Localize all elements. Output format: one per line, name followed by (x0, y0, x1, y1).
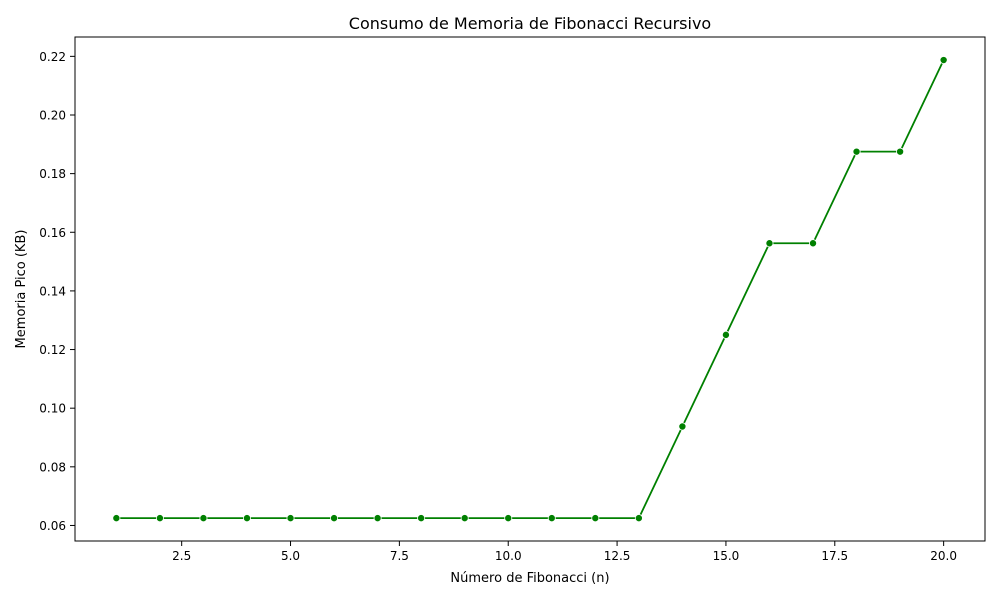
y-tick-label: 0.20 (39, 108, 66, 122)
x-axis-label: Número de Fibonacci (n) (450, 571, 609, 586)
x-axis: 2.5 5.0 7.5 10.0 12.5 15.0 17.5 20.0 (172, 541, 957, 563)
data-point (634, 514, 643, 523)
y-tick-label: 0.22 (39, 50, 66, 64)
data-point (286, 514, 295, 523)
y-tick-label: 0.08 (39, 460, 66, 474)
data-point (939, 56, 948, 65)
data-point (373, 514, 382, 523)
data-point (721, 330, 730, 339)
data-point (852, 147, 861, 156)
plot-area (112, 56, 948, 523)
x-tick-label: 7.5 (390, 549, 409, 563)
y-tick-label: 0.06 (39, 519, 66, 533)
y-tick-label: 0.18 (39, 167, 66, 181)
x-tick-label: 10.0 (495, 549, 522, 563)
data-point (460, 514, 469, 523)
data-point (678, 422, 687, 431)
data-point (896, 147, 905, 156)
data-point (547, 514, 556, 523)
y-tick-label: 0.12 (39, 343, 66, 357)
x-tick-label: 5.0 (281, 549, 300, 563)
data-point (809, 239, 818, 248)
y-tick-label: 0.16 (39, 226, 66, 240)
x-tick-label: 15.0 (713, 549, 740, 563)
y-tick-label: 0.10 (39, 402, 66, 416)
data-point (242, 514, 251, 523)
x-tick-label: 17.5 (821, 549, 848, 563)
series-line (116, 59, 945, 520)
axes-frame (74, 36, 986, 542)
chart-title: Consumo de Memoria de Fibonacci Recursiv… (349, 14, 711, 33)
x-tick-label: 12.5 (604, 549, 631, 563)
y-tick-label: 0.14 (39, 284, 66, 298)
data-point (504, 514, 513, 523)
data-point (591, 514, 600, 523)
data-point (155, 514, 164, 523)
y-axis-label: Memoria Pico (KB) (14, 230, 29, 349)
data-point (112, 514, 121, 523)
x-tick-label: 2.5 (172, 549, 191, 563)
data-point (330, 514, 339, 523)
x-tick-label: 20.0 (930, 549, 957, 563)
y-axis: 0.06 0.08 0.10 0.12 0.14 0.16 0.18 0.20 0.22 (39, 50, 75, 533)
data-point (199, 514, 208, 523)
data-point (417, 514, 426, 523)
data-point (765, 239, 774, 248)
